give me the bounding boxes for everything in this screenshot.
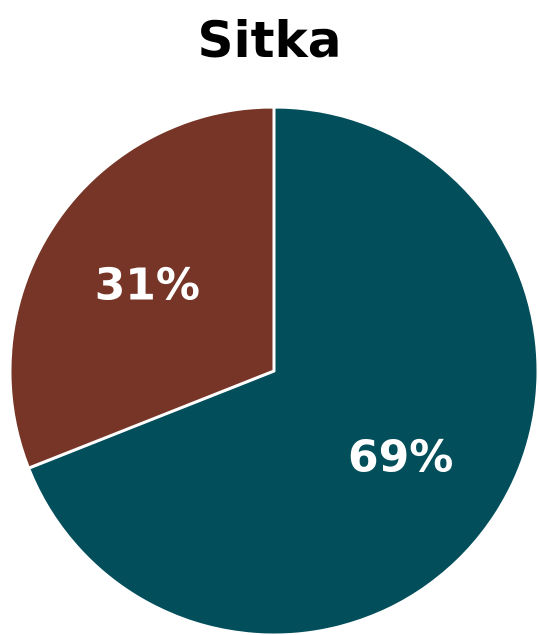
pie-slice-1 bbox=[27, 105, 539, 635]
chart-title: Sitka bbox=[197, 11, 342, 69]
pie-slice-label-2: 31% bbox=[95, 259, 200, 310]
pie-slice-2 bbox=[8, 105, 276, 470]
pie-slices bbox=[8, 105, 539, 635]
pie-slice-label-1: 69% bbox=[348, 432, 453, 483]
pie-labels: 69% 31% bbox=[95, 259, 454, 482]
